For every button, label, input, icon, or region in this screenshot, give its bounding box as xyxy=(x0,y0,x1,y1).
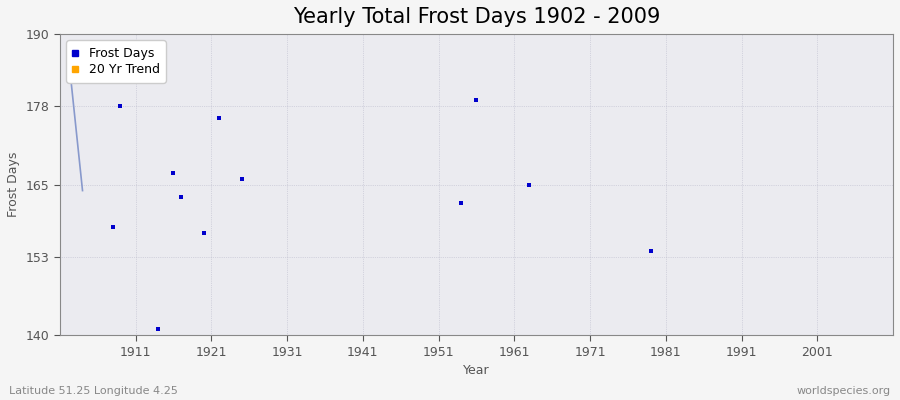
Point xyxy=(105,224,120,230)
Point xyxy=(522,181,536,188)
Point xyxy=(174,194,188,200)
Point xyxy=(166,169,181,176)
Point xyxy=(644,248,658,254)
Text: Latitude 51.25 Longitude 4.25: Latitude 51.25 Longitude 4.25 xyxy=(9,386,178,396)
X-axis label: Year: Year xyxy=(464,364,490,377)
Point xyxy=(469,97,483,104)
Y-axis label: Frost Days: Frost Days xyxy=(7,152,20,217)
Text: worldspecies.org: worldspecies.org xyxy=(796,386,891,396)
Title: Yearly Total Frost Days 1902 - 2009: Yearly Total Frost Days 1902 - 2009 xyxy=(292,7,660,27)
Point xyxy=(212,115,226,122)
Legend: Frost Days, 20 Yr Trend: Frost Days, 20 Yr Trend xyxy=(66,40,166,82)
Point xyxy=(113,103,128,110)
Point xyxy=(454,200,469,206)
Point xyxy=(196,230,211,236)
Point xyxy=(151,326,166,332)
Point xyxy=(234,175,248,182)
